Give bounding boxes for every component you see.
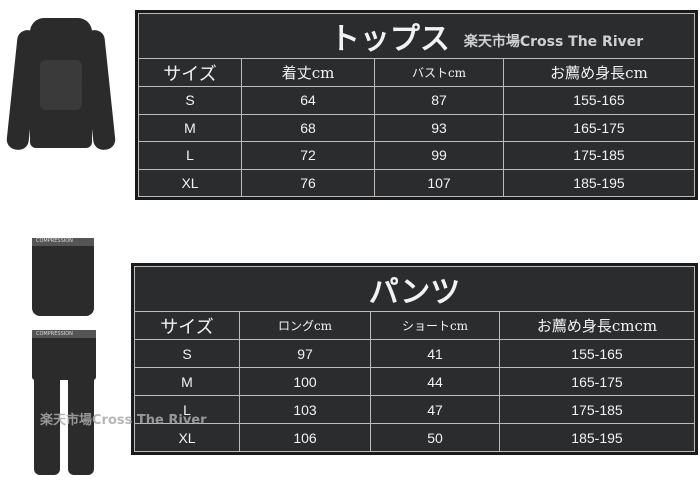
cell: 76 (241, 168, 375, 197)
table-row: M 100 44 165-175 (134, 367, 695, 396)
cell: XL (138, 168, 242, 197)
cell: 106 (239, 423, 371, 452)
table-row: XL 76 107 185-195 (138, 168, 695, 197)
header-bust: バストcm (374, 58, 504, 87)
table-row: S 64 87 155-165 (138, 86, 695, 115)
table-row: M 68 93 165-175 (138, 113, 695, 142)
cell: 47 (370, 395, 500, 424)
pants-title-cell: パンツ (134, 266, 695, 312)
cell: 107 (374, 168, 504, 197)
cell: 68 (241, 113, 375, 142)
cell: 99 (374, 141, 504, 170)
tights-label: COMPRESSION (36, 331, 73, 337)
cell: 155-165 (499, 339, 695, 368)
cell: 41 (370, 339, 500, 368)
cell: 87 (374, 86, 504, 115)
cell: 100 (239, 367, 371, 396)
header-height: お薦め身長cmcm (499, 311, 695, 340)
watermark: 楽天市場Cross The River (40, 413, 207, 428)
cell: 93 (374, 113, 504, 142)
cell: 103 (239, 395, 371, 424)
cell: 165-175 (499, 367, 695, 396)
cell: 72 (241, 141, 375, 170)
header-short: ショートcm (370, 311, 500, 340)
header-size: サイズ (138, 58, 242, 87)
cell: 44 (370, 367, 500, 396)
header-long: ロングcm (239, 311, 371, 340)
cell: 185-195 (503, 168, 695, 197)
cell: 175-185 (503, 141, 695, 170)
header-size: サイズ (134, 311, 240, 340)
cell: 97 (239, 339, 371, 368)
pants-size-table: パンツ サイズ ロングcm ショートcm お薦め身長cmcm S 97 41 155-… (131, 263, 698, 455)
cell: 155-165 (503, 86, 695, 115)
tops-size-table: トップス 楽天市場Cross The River サイズ 着丈cm バストcm お… (135, 10, 698, 200)
cell: 165-175 (503, 113, 695, 142)
cell: M (138, 113, 242, 142)
header-height: お薦め身長cm (503, 58, 695, 87)
pants-title: パンツ (368, 275, 461, 310)
table-row: S 97 41 155-165 (134, 339, 695, 368)
cell: S (138, 86, 242, 115)
cell: 50 (370, 423, 500, 452)
table-row: L 103 47 175-185 (134, 395, 695, 424)
cell: 185-195 (499, 423, 695, 452)
brand-label: 楽天市場Cross The River (463, 33, 644, 50)
cell: L (138, 141, 242, 170)
tops-title: トップス (329, 22, 450, 57)
tops-title-cell: トップス 楽天市場Cross The River (138, 13, 695, 59)
table-row: L 72 99 175-185 (138, 141, 695, 170)
cell: 64 (241, 86, 375, 115)
header-length: 着丈cm (241, 58, 375, 87)
cell: M (134, 367, 240, 396)
cell: 175-185 (499, 395, 695, 424)
table-row: XL 106 50 185-195 (134, 423, 695, 452)
cell: S (134, 339, 240, 368)
shorts-label: COMPRESSION (36, 238, 73, 244)
